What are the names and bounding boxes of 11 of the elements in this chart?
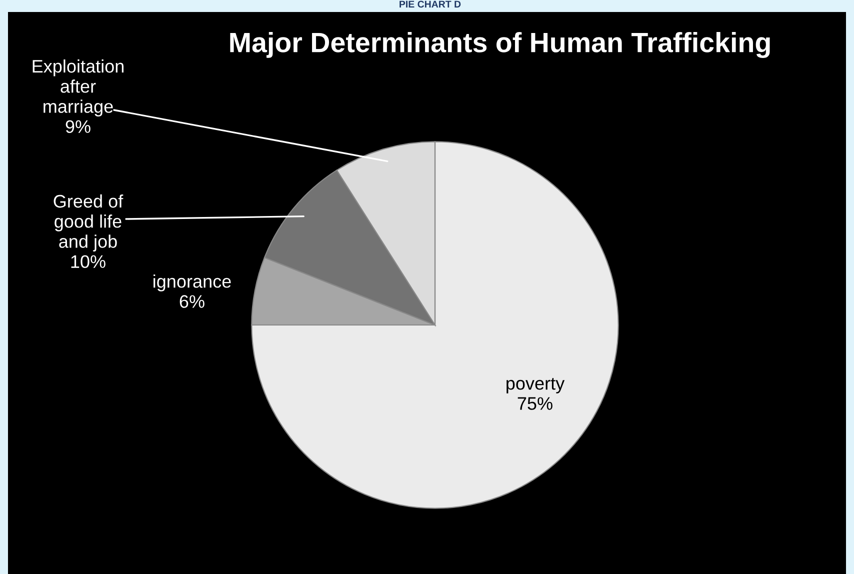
- data-label: 75%: [518, 397, 552, 410]
- text: PIE CHART D: [400, 0, 461, 8]
- data-label: 9%: [66, 120, 90, 133]
- slice-label: poverty: [506, 378, 565, 394]
- slice-label: Exploitation after marriage: [32, 59, 124, 116]
- slice-label: ignorance: [154, 274, 231, 292]
- data-label: 6%: [180, 295, 204, 308]
- chart-title: Major Determinants of Human Trafficking: [230, 32, 770, 58]
- data-label: 10%: [71, 255, 106, 268]
- pie-slice: [251, 141, 619, 509]
- slice-label: Greed of good life and job: [54, 194, 124, 252]
